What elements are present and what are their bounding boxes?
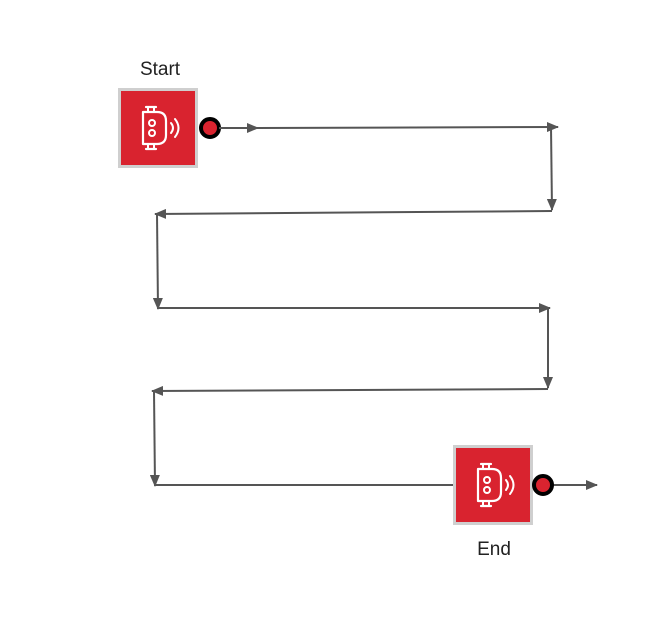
start-label: Start bbox=[140, 59, 181, 80]
start-node[interactable] bbox=[118, 88, 198, 168]
edge-segment-1[interactable] bbox=[257, 122, 559, 133]
edge-segment-2[interactable] bbox=[546, 126, 557, 211]
edge-segment-7[interactable] bbox=[151, 385, 549, 396]
edge-segment-4[interactable] bbox=[152, 213, 163, 310]
edge-segment-8[interactable] bbox=[149, 390, 160, 487]
end-label: End bbox=[477, 539, 511, 560]
edge-segment-3[interactable] bbox=[154, 208, 553, 219]
start-connector[interactable] bbox=[199, 117, 221, 139]
end-node[interactable] bbox=[453, 445, 533, 525]
end-connector[interactable] bbox=[532, 474, 554, 496]
